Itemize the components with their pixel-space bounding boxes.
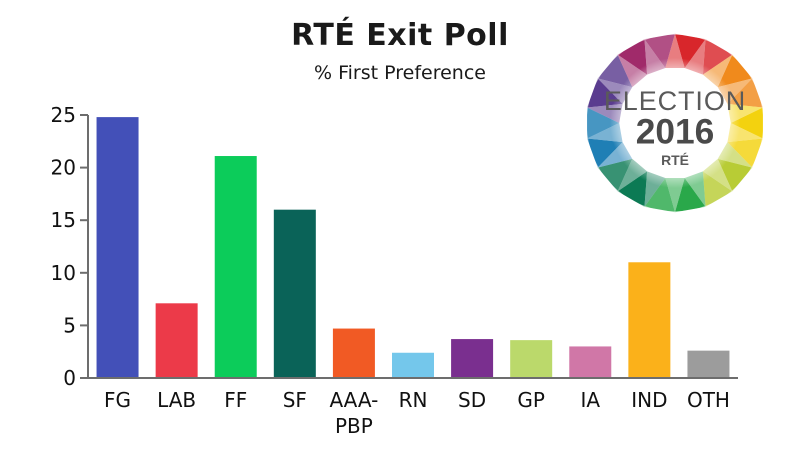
logo-facet — [597, 54, 633, 88]
x-tick-label: IND — [631, 388, 667, 412]
logo-line1: ELECTION — [604, 86, 746, 116]
bars — [96, 117, 730, 378]
logo-facet — [617, 171, 648, 207]
y-tick-label: 25 — [51, 103, 76, 127]
logo-facet — [717, 158, 753, 192]
y-tick-label: 15 — [51, 208, 76, 232]
logo-facet — [727, 138, 763, 168]
bar-lab — [155, 303, 198, 378]
chart-subtitle: % First Preference — [314, 62, 486, 84]
logo-facet — [617, 39, 648, 75]
y-tick-label: 5 — [63, 313, 76, 337]
bar-gp — [510, 340, 553, 378]
chart-title: RTÉ Exit Poll — [291, 18, 509, 53]
logo-glow — [609, 57, 741, 189]
logo-rim — [584, 32, 766, 214]
x-tick-label: LAB — [157, 388, 196, 412]
logo-facet — [597, 158, 633, 192]
x-tick-label: OTH — [687, 388, 730, 412]
y-tick-label: 0 — [63, 366, 76, 390]
logo-facet — [587, 78, 623, 108]
bar-oth — [687, 350, 730, 378]
x-axis-labels: FG LAB FF SF AAA-PBP RN SD GP IA IND OTH — [104, 388, 730, 438]
x-tick-label: SD — [458, 388, 486, 412]
x-tick-label: FF — [224, 388, 247, 412]
bar-fg — [96, 117, 139, 378]
logo-facet — [702, 39, 733, 75]
x-tick-label: GP — [517, 388, 545, 412]
x-tick-label: IA — [580, 388, 600, 412]
bar-sf — [273, 209, 316, 378]
y-tick-label: 10 — [51, 261, 76, 285]
logo-facet — [587, 138, 623, 168]
bar-aaa-pbp — [332, 328, 375, 378]
logo-facet — [730, 107, 763, 139]
x-tick-label: RN — [399, 388, 428, 412]
election-2016-logo: ELECTION 2016 RTÉ — [584, 32, 766, 214]
bar-ia — [569, 346, 612, 378]
logo-facet — [587, 107, 620, 139]
x-tick-label: SF — [283, 388, 307, 412]
logo-facet — [717, 54, 753, 88]
y-axis-ticks: 0 5 10 15 20 25 — [51, 103, 88, 390]
bar-sd — [451, 339, 494, 378]
logo-facet — [702, 171, 733, 207]
logo-line2: 2016 — [636, 112, 715, 151]
x-tick-label: FG — [104, 388, 131, 412]
y-tick-label: 20 — [51, 156, 76, 180]
logo-facet — [727, 78, 763, 108]
bar-rn — [392, 352, 434, 378]
x-tick-label: AAA-PBP — [329, 388, 378, 438]
bar-ind — [628, 262, 671, 378]
bar-ff — [214, 156, 257, 378]
logo-brand: RTÉ — [661, 152, 689, 168]
